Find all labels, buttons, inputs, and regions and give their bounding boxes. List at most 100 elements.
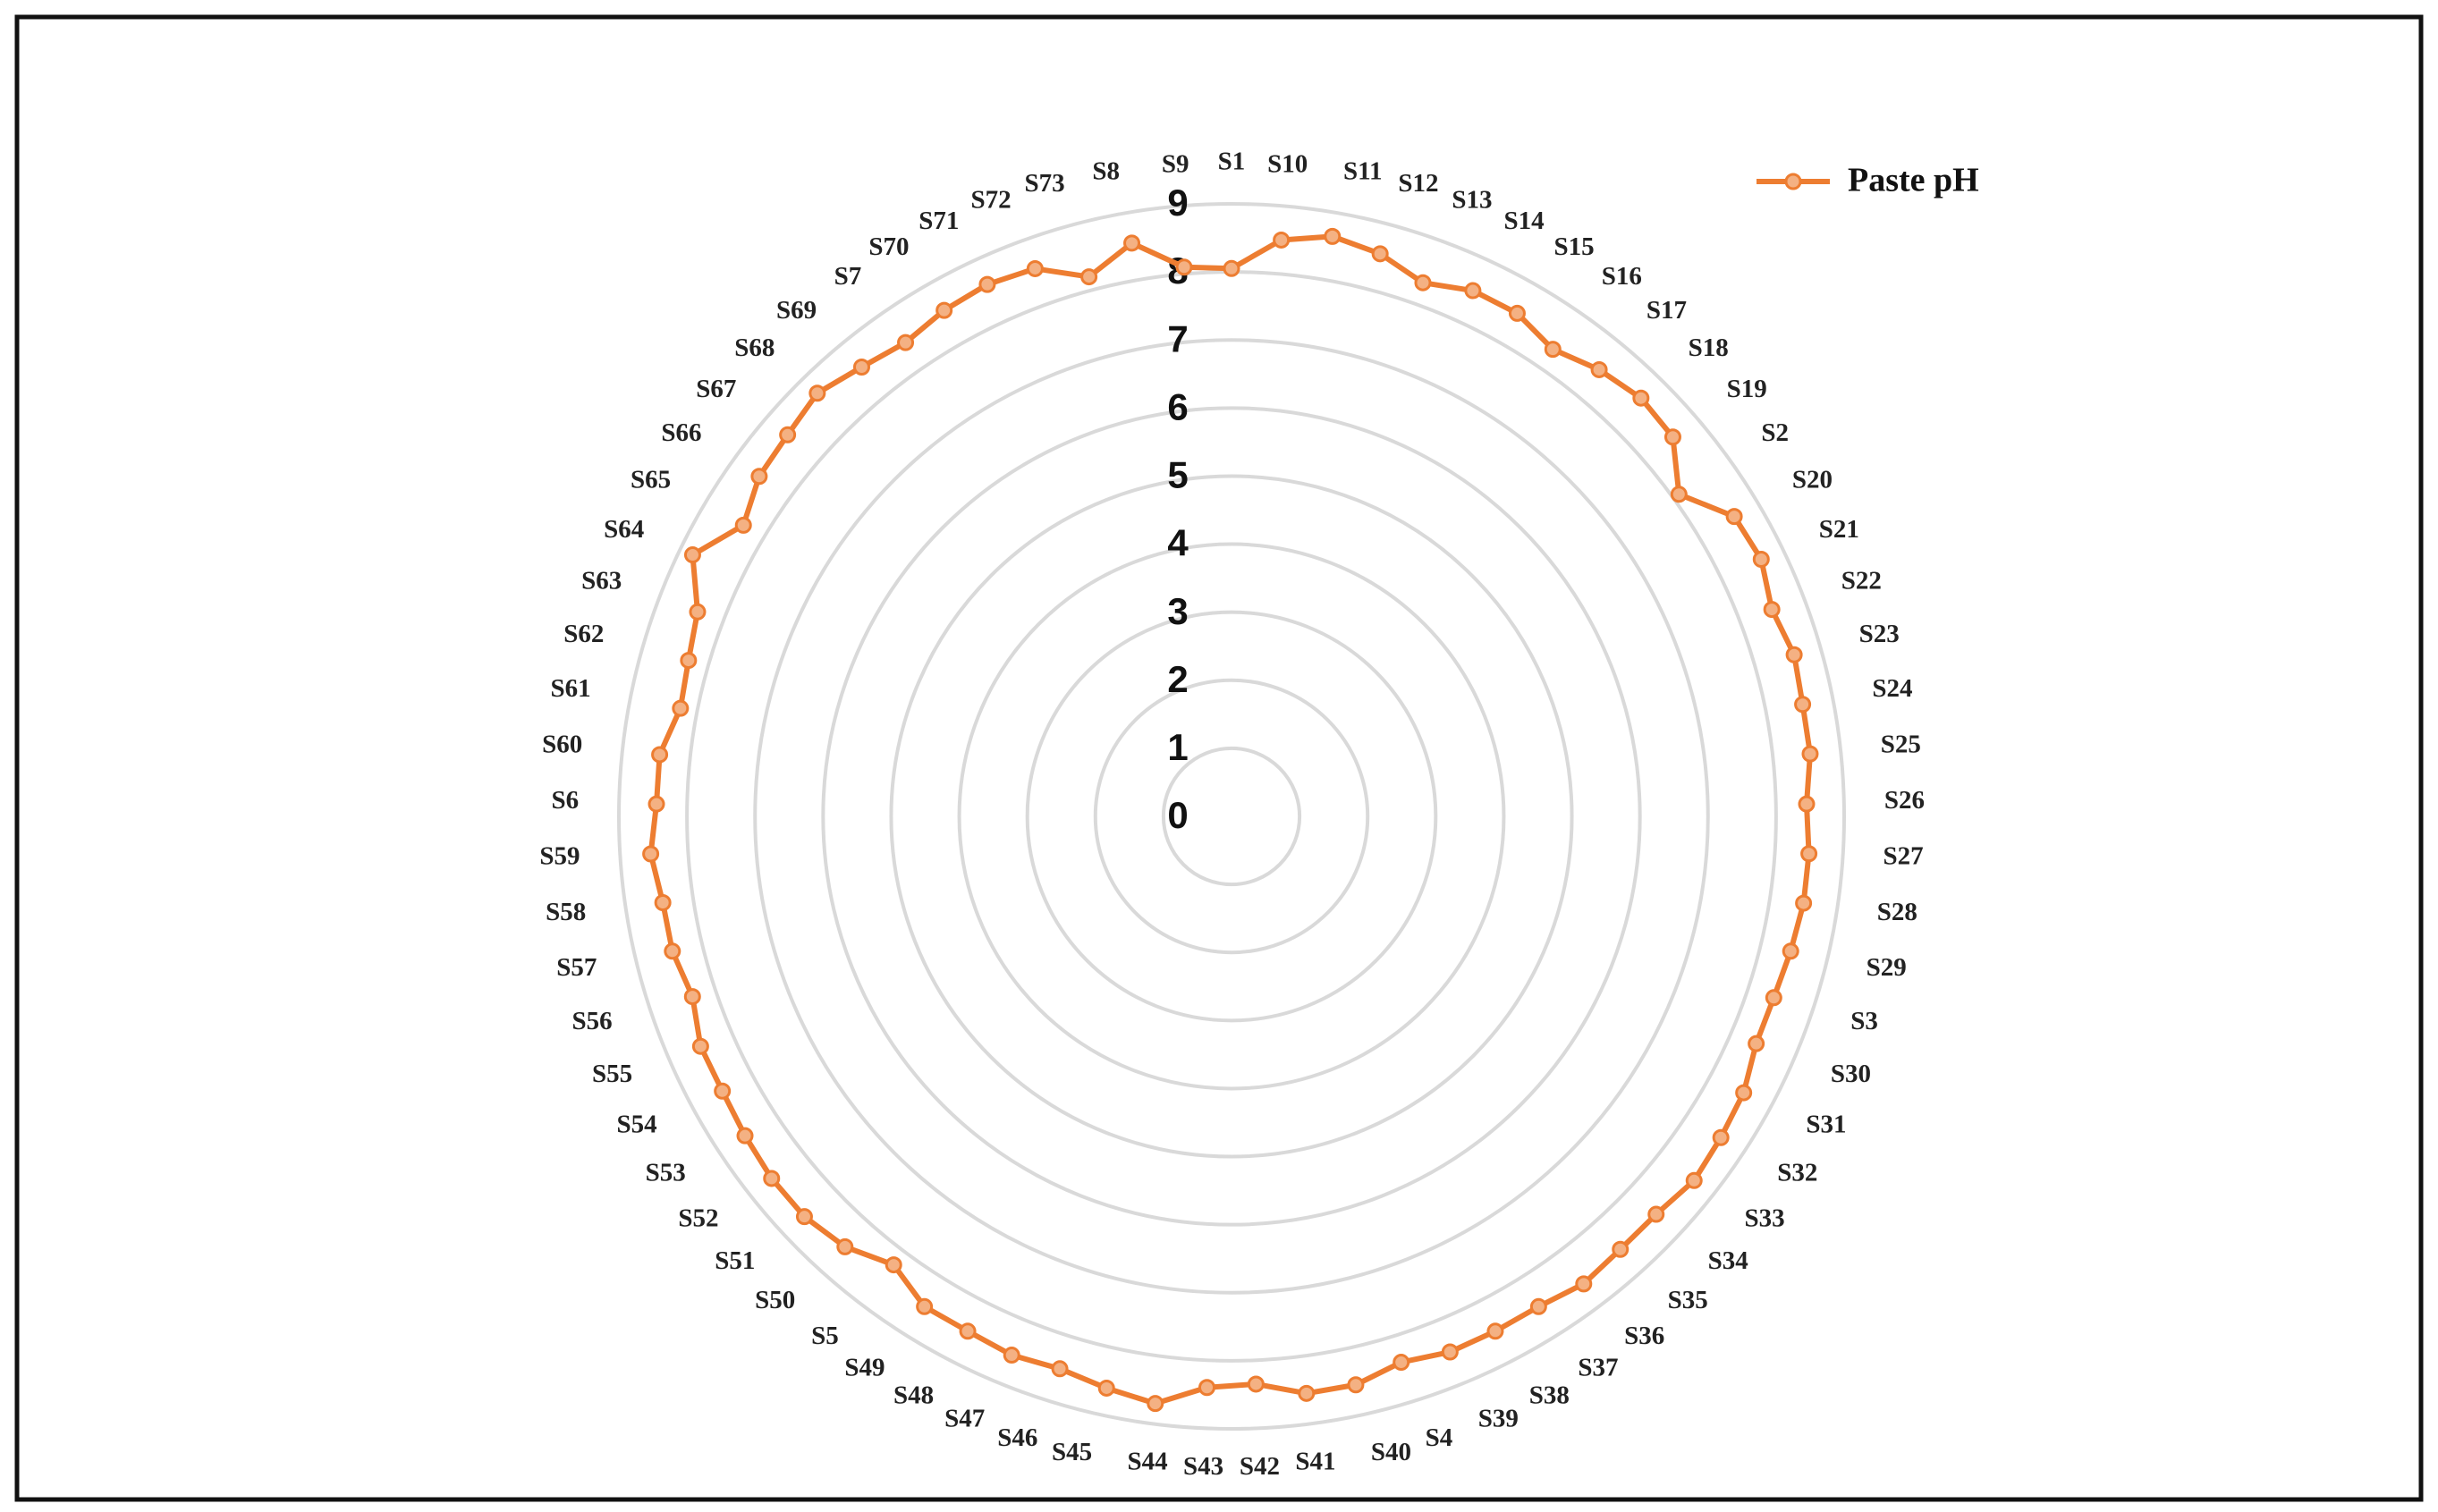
category-label: S24 (1872, 674, 1912, 703)
marker (1765, 989, 1782, 1007)
category-label: S1 (1218, 148, 1246, 176)
marker (1801, 745, 1819, 763)
marker (648, 795, 665, 813)
marker (1347, 1376, 1365, 1394)
marker (1663, 428, 1681, 446)
marker (897, 334, 915, 351)
r-tick-label: 2 (1167, 658, 1188, 700)
category-label: S56 (572, 1007, 613, 1035)
grid-ring (753, 338, 1710, 1295)
marker (1712, 1128, 1730, 1146)
marker (959, 1322, 977, 1340)
r-tick-label: 3 (1167, 590, 1188, 632)
category-label: S32 (1777, 1158, 1817, 1187)
category-label: S14 (1504, 207, 1545, 235)
category-label: S53 (646, 1158, 686, 1187)
category-label: S61 (551, 674, 591, 703)
category-label: S66 (661, 418, 701, 447)
legend-marker (1784, 173, 1802, 190)
grid-ring (957, 542, 1506, 1091)
marker (1748, 1035, 1765, 1052)
marker (978, 275, 996, 293)
category-label: S15 (1553, 232, 1594, 261)
category-label: S48 (893, 1381, 934, 1409)
marker (750, 468, 768, 486)
category-label: S12 (1398, 169, 1438, 198)
category-label: S68 (734, 334, 775, 362)
category-label: S57 (556, 953, 597, 982)
category-label: S64 (604, 515, 644, 544)
category-label: S34 (1708, 1246, 1748, 1275)
marker (885, 1256, 902, 1274)
marker (683, 988, 701, 1006)
marker (1782, 942, 1799, 960)
category-label: S60 (542, 730, 582, 758)
category-label: S51 (715, 1246, 755, 1275)
marker (1575, 1275, 1593, 1293)
grid-ring (889, 474, 1574, 1159)
category-label: S16 (1602, 262, 1642, 291)
marker (1003, 1347, 1020, 1364)
category-label: S7 (834, 262, 862, 291)
category-label: S63 (581, 567, 622, 596)
category-label: S38 (1529, 1381, 1570, 1409)
marker (1441, 1343, 1459, 1361)
category-label: S49 (844, 1353, 885, 1381)
category-label: S70 (868, 232, 909, 261)
marker (795, 1208, 813, 1226)
r-tick-label: 5 (1167, 454, 1188, 496)
marker (1026, 259, 1044, 277)
marker (672, 699, 690, 717)
marker (683, 546, 701, 564)
marker (1097, 1379, 1115, 1397)
marker (808, 384, 826, 402)
category-label: S65 (631, 466, 671, 494)
marker (736, 1127, 754, 1145)
category-label: S37 (1578, 1353, 1618, 1381)
category-label: S41 (1295, 1448, 1335, 1476)
category-label: S46 (997, 1423, 1037, 1452)
marker (1324, 227, 1342, 245)
grid-ring (617, 202, 1846, 1431)
grid-ring (1161, 746, 1302, 887)
r-tick-label: 1 (1167, 726, 1188, 768)
category-label: S55 (592, 1060, 632, 1088)
grid-ring (1025, 610, 1438, 1023)
category-label: S40 (1371, 1438, 1411, 1466)
category-label: S69 (776, 296, 817, 325)
category-label: S42 (1240, 1452, 1280, 1481)
r-tick-label: 0 (1167, 794, 1188, 836)
marker (1198, 1379, 1215, 1397)
category-label: S30 (1831, 1060, 1871, 1088)
marker (1464, 282, 1482, 300)
r-tick-label: 9 (1167, 182, 1188, 224)
category-label: S62 (563, 620, 604, 648)
marker (1795, 894, 1813, 912)
category-label: S54 (616, 1110, 656, 1138)
marker (1508, 304, 1526, 322)
marker (1612, 1240, 1630, 1258)
marker (1123, 234, 1141, 252)
grid-ring (685, 270, 1778, 1363)
marker (1080, 268, 1098, 286)
category-label: S27 (1883, 842, 1923, 871)
category-label: S43 (1183, 1452, 1223, 1481)
category-label: S29 (1867, 953, 1907, 982)
category-label: S52 (678, 1204, 718, 1232)
category-label: S4 (1426, 1423, 1453, 1452)
category-label: S73 (1024, 169, 1064, 198)
category-label: S5 (811, 1322, 839, 1350)
marker (1414, 274, 1432, 291)
category-label: S35 (1668, 1286, 1708, 1314)
category-label: S50 (755, 1286, 795, 1314)
marker (654, 894, 672, 912)
marker (1051, 1360, 1069, 1378)
marker (689, 603, 707, 621)
marker (1763, 601, 1781, 619)
marker (642, 845, 660, 863)
marker (1590, 360, 1608, 378)
marker (779, 426, 797, 443)
marker (763, 1170, 781, 1187)
marker (1544, 341, 1562, 359)
